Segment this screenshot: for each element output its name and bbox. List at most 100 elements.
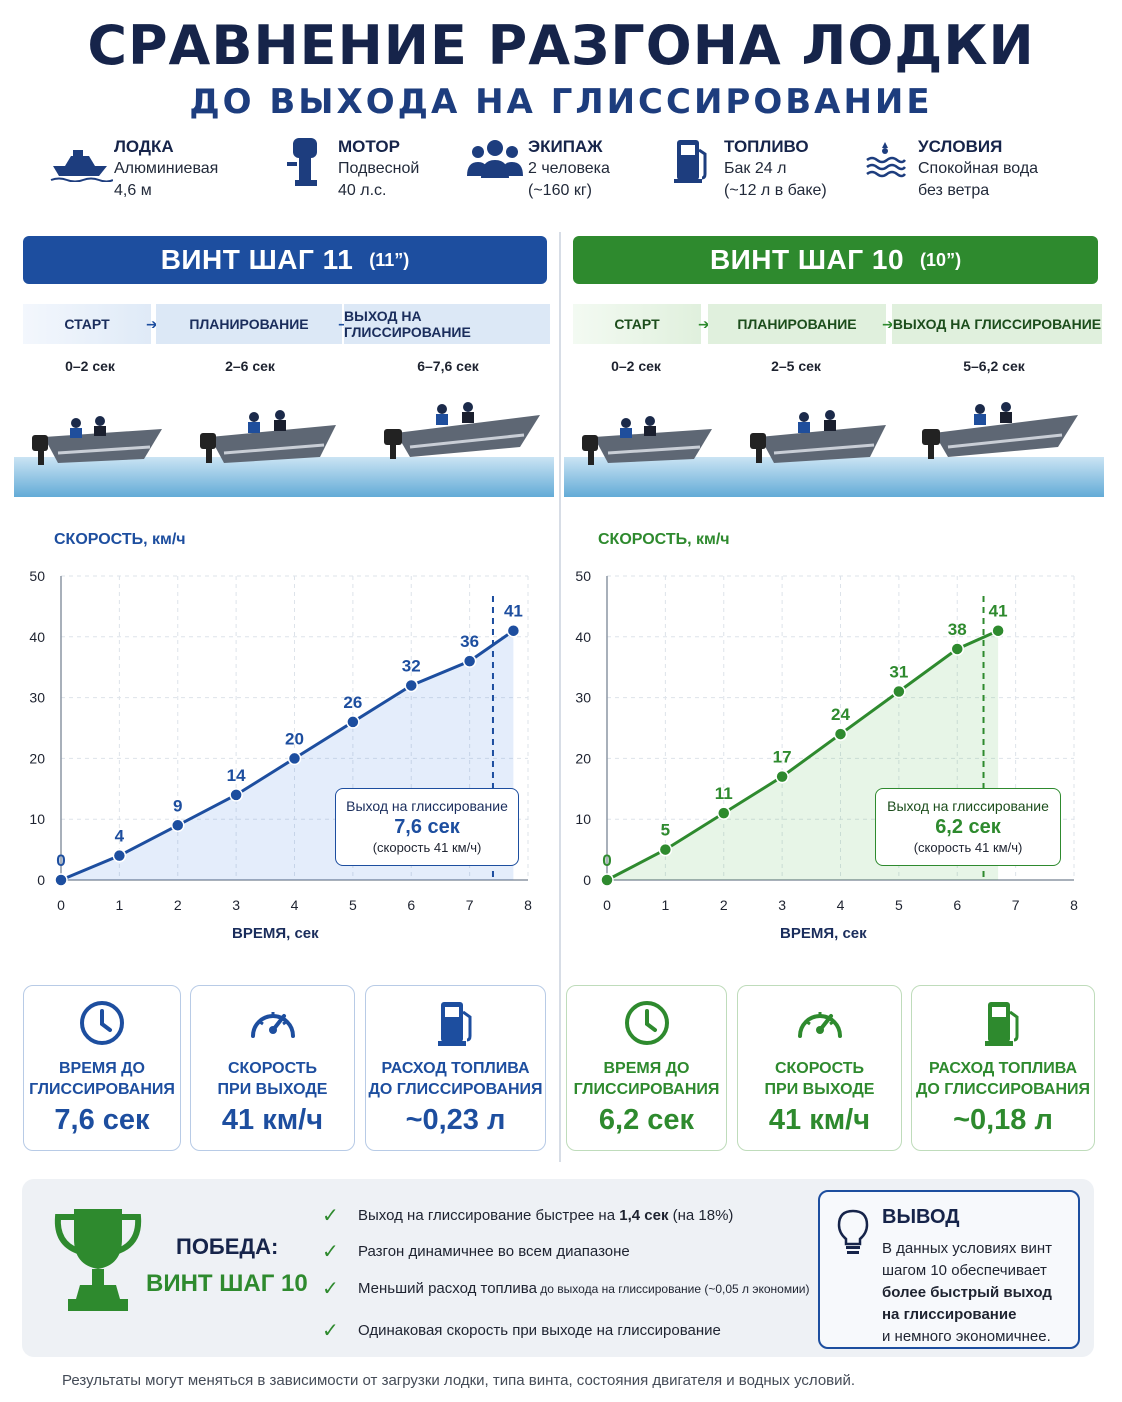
card-label: ПРИ ВЫХОДЕ [764,1081,875,1098]
card-value: 7,6 сек [54,1104,150,1136]
spec-line: 4,6 м [114,182,152,199]
x-tick-label: 3 [232,897,240,913]
data-label: 32 [402,656,421,675]
x-tick-label: 5 [895,897,903,913]
spec-line: 40 л.с. [338,182,387,199]
x-tick-label: 0 [57,897,65,913]
callout-label: Выход на глиссирование [346,798,508,814]
boat-start-icon [582,416,712,465]
card-label: ДО ГЛИССИРОВАНИЯ [368,1081,543,1098]
victory-value: ВИНТ ШАГ 10 [146,1270,308,1297]
data-point [54,873,68,887]
card-label: ПРИ ВЫХОДЕ [217,1081,328,1098]
x-tick-label: 1 [661,897,669,913]
data-point [991,623,1005,638]
stage-glide: ВЫХОД НА ГЛИССИРОВАНИЕ [892,304,1102,344]
data-point [658,842,673,857]
data-label: 31 [889,663,908,682]
spec-boat: ЛОДКА Алюминиевая 4,6 м [48,136,218,206]
checkmark-icon: ✓ [322,1241,339,1263]
banner-title: ВИНТ ШАГ 10 [709,244,905,275]
x-tick-label: 8 [1070,897,1078,913]
stage-arrow-icon: ➔ [338,316,350,333]
x-tick-label: 6 [407,897,415,913]
y-tick-label: 50 [575,568,591,584]
speedometer-icon [191,998,354,1050]
banner-pitch: (10”) [920,249,962,270]
data-label: 9 [173,796,182,815]
page-title: СРАВНЕНИЕ РАЗГОНА ЛОДКИ [87,14,1035,77]
fuel-pump-icon [912,998,1094,1050]
stage-time: 2–6 сек [225,358,275,374]
lightbulb-icon [837,1209,869,1254]
spec-line: Подвесной [338,160,420,177]
y-tick-label: 20 [575,750,591,766]
data-point [346,715,360,729]
boat-start-icon [32,416,162,465]
y-tick-label: 40 [575,629,591,645]
data-label: 41 [504,602,523,621]
x-tick-label: 4 [291,897,299,913]
data-point [600,873,614,887]
y-tick-label: 30 [29,690,45,706]
spec-line: Алюминиевая [114,160,219,177]
stage-arrow-icon: ➔ [698,316,710,332]
stat-card-speed: СКОРОСТЬ ПРИ ВЫХОДЕ 41 км/ч [737,985,902,1151]
y-tick-label: 30 [575,690,591,706]
victory-label: ПОБЕДА: [176,1234,279,1259]
check-item: ✓ Разгон динамичнее во всем диапазоне [322,1239,630,1264]
data-point [506,623,521,638]
y-tick-label: 40 [29,629,45,645]
card-label: ДО ГЛИССИРОВАНИЯ [915,1081,1091,1098]
fuel-pump-icon [366,998,545,1050]
x-tick-label: 1 [115,897,123,913]
check-text: Разгон динамичнее во всем диапазоне [358,1243,630,1260]
card-label: ГЛИССИРОВАНИЯ [573,1081,720,1098]
callout-label: Выход на глиссирование [887,798,1049,814]
check-bold: 1,4 сек [619,1207,669,1224]
column-divider [559,232,561,1162]
spec-line: (~12 л в баке) [724,182,827,199]
data-label: 41 [989,602,1008,621]
spec-line: Бак 24 л [724,160,787,177]
chart-y-title: СКОРОСТЬ, км/ч [54,531,186,548]
data-point [404,678,418,693]
check-text: Меньший расход топлива [358,1280,537,1297]
checkmark-icon: ✓ [322,1320,339,1342]
callout-value: 6,2 сек [935,816,1001,838]
clock-icon [567,998,726,1050]
stat-card-speed: СКОРОСТЬ ПРИ ВЫХОДЕ 41 км/ч [190,985,355,1151]
check-item: ✓ Выход на глиссирование быстрее на 1,4 … [322,1203,733,1228]
data-label: 11 [715,784,733,803]
stage-arrow-icon: ➔ [146,316,158,332]
boat-illustration-strip [14,402,554,497]
footnote: Результаты могут меняться в зависимости … [62,1372,856,1389]
callout-value: 7,6 сек [394,816,460,838]
card-label: СКОРОСТЬ [774,1060,865,1077]
x-tick-label: 6 [953,897,961,913]
spec-line: без ветра [918,182,990,199]
stat-card-time: ВРЕМЯ ДО ГЛИССИРОВАНИЯ 6,2 сек [566,985,727,1151]
data-point [229,788,243,802]
x-tick-label: 8 [524,897,532,913]
checkmark-icon: ✓ [322,1205,339,1227]
conclusion-text: и немного экономичнее. [882,1328,1051,1345]
trophy-icon [54,1209,142,1311]
outboard-motor-icon [272,136,338,198]
data-point [775,769,789,784]
check-text: Выход на глиссирование быстрее на [358,1207,620,1224]
data-label: 20 [285,729,304,748]
data-label: 5 [661,821,670,840]
stage-time: 0–2 сек [65,358,115,374]
stat-card-fuel: РАСХОД ТОПЛИВА ДО ГЛИССИРОВАНИЯ ~0,18 л [911,985,1095,1151]
data-point [171,818,185,833]
card-label: РАСХОД ТОПЛИВА [928,1060,1078,1077]
card-label: ВРЕМЯ ДО [603,1060,690,1077]
data-point [462,654,477,668]
spec-label: ТОПЛИВО [724,137,809,156]
callout-note: (скорость 41 км/ч) [372,840,482,855]
checkmark-icon: ✓ [322,1278,339,1300]
x-tick-label: 3 [778,897,786,913]
boat-gliding-icon [922,402,1078,459]
data-point [287,751,302,766]
